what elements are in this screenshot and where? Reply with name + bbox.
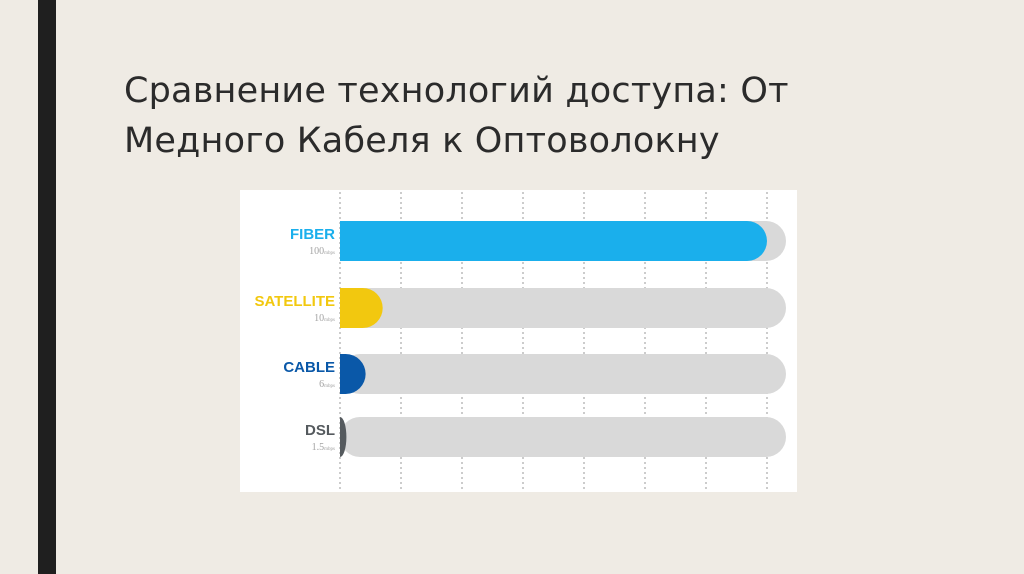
bar-satellite (340, 288, 383, 328)
unit-label: mbps (324, 447, 335, 452)
accent-bar (38, 0, 56, 574)
bar-cable (340, 354, 366, 394)
bar-track (340, 417, 786, 457)
category-label-fiber: FIBER (290, 226, 335, 243)
bar-track (340, 354, 786, 394)
value-label-satellite: 10mbps (314, 313, 335, 324)
bar-track (340, 288, 786, 328)
unit-label: mbps (324, 251, 335, 256)
value-label-fiber: 100mbps (309, 246, 335, 257)
unit-label: mbps (324, 384, 335, 389)
slide-title: Сравнение технологий доступа: От Медного… (124, 71, 789, 161)
chart-panel: FIBER 100mbps SATELLITE 10mbps CABLE 6mbps DSL… (240, 190, 797, 492)
category-label-cable: CABLE (283, 359, 335, 376)
value-label-cable: 6mbps (319, 379, 335, 390)
category-label-dsl: DSL (305, 422, 335, 439)
bar-fiber (340, 221, 767, 261)
category-label-satellite: SATELLITE (254, 293, 335, 310)
bar-dsl (340, 417, 347, 457)
speed-bar-chart: FIBER 100mbps SATELLITE 10mbps CABLE 6mbps DSL… (254, 192, 786, 490)
value-label-dsl: 1.5mbps (312, 442, 335, 453)
unit-label: mbps (324, 318, 335, 323)
